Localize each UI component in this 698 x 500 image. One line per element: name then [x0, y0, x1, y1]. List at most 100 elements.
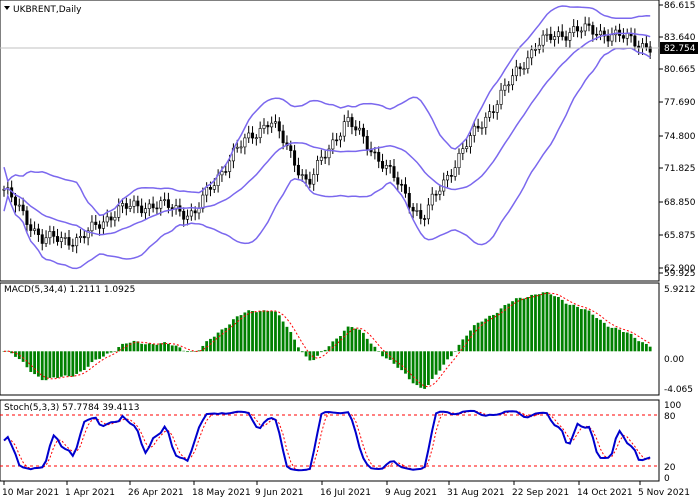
candle-body [426, 204, 430, 220]
candle-body [633, 35, 637, 47]
candle-body [381, 161, 385, 169]
macd-bar [6, 350, 10, 352]
candle-body [212, 185, 216, 190]
candle-body [101, 221, 105, 229]
macd-bar [606, 326, 610, 352]
candle-body [277, 121, 281, 132]
macd-bar [446, 351, 449, 360]
macd-bar [147, 343, 151, 352]
macd-bar [243, 312, 247, 352]
candle-body [449, 175, 453, 177]
macd-bar [90, 351, 94, 363]
macd-bar [319, 351, 323, 353]
macd-bar [499, 308, 503, 352]
macd-bar [507, 303, 511, 352]
candle-body [143, 208, 147, 214]
macd-bar [144, 344, 147, 352]
candle-body [36, 228, 40, 236]
macd-bar [472, 325, 476, 352]
price-tick-label: 59.925 [664, 269, 696, 279]
macd-bar [182, 350, 186, 352]
macd-bar [549, 294, 553, 352]
macd-bar [44, 351, 48, 381]
macd-bar [300, 351, 304, 353]
candle-body [583, 23, 587, 32]
candle-body [572, 26, 576, 33]
candle-body [537, 44, 541, 50]
candle-body [220, 171, 224, 176]
time-tick-label: 1 Apr 2021 [65, 488, 115, 498]
candle-body [182, 210, 186, 220]
macd-bar [568, 304, 572, 352]
candle-body [262, 124, 266, 129]
time-tick-label: 22 Sep 2021 [512, 488, 569, 498]
candle-body [159, 200, 163, 209]
price-tick-label: 86.615 [664, 1, 696, 11]
macd-bar [449, 351, 453, 357]
candle-body [201, 194, 205, 209]
macd-bar [140, 343, 144, 352]
candle-body [117, 205, 121, 218]
macd-bar [102, 351, 105, 357]
candle-body [644, 43, 648, 48]
macd-bar [289, 331, 293, 352]
candle-body [338, 135, 342, 141]
candle-body [25, 210, 29, 225]
candle-body [228, 160, 232, 172]
macd-bar [476, 322, 480, 352]
macd-bar [82, 351, 86, 371]
macd-bar [610, 327, 614, 352]
macd-bar [216, 332, 220, 352]
candle-body [316, 160, 320, 175]
candle-body [388, 165, 392, 167]
macd-bar [297, 347, 300, 352]
price-axis: 86.615 83.640 80.665 77.690 74.800 71.825 68.8… [659, 1, 696, 279]
time-tick-label: 9 Aug 2021 [385, 488, 437, 498]
candle-body [296, 164, 300, 176]
macd-bar [342, 330, 346, 352]
macd-bar [583, 309, 587, 352]
macd-bar [251, 311, 254, 352]
candle-body [239, 146, 243, 149]
candle-body [243, 137, 247, 148]
candle-body [71, 244, 75, 247]
candle-body [189, 210, 193, 217]
macd-bar [197, 350, 201, 352]
current-price-tag: 82.754 [660, 42, 698, 54]
candle-body [13, 196, 17, 206]
macd-bar [205, 341, 209, 352]
dropdown-triangle-icon[interactable] [4, 6, 10, 10]
candle-body [136, 200, 140, 207]
candle-body [430, 193, 434, 206]
candle-body [323, 156, 327, 159]
macd-bar [37, 351, 40, 377]
candle-body [392, 166, 396, 178]
macd-bar [201, 345, 205, 352]
macd-bar [365, 338, 369, 352]
candle-body [480, 127, 484, 129]
price-panel-frame [0, 0, 660, 282]
macd-bar [488, 315, 491, 352]
macd-axis: 5.9212 0.00 -4.065 [664, 285, 696, 395]
macd-bar [274, 311, 277, 352]
candle-body [503, 84, 507, 91]
macd-bar [258, 311, 262, 352]
candle-body [94, 221, 98, 225]
macd-bar [614, 327, 618, 352]
candle-body [384, 165, 388, 169]
macd-bar [415, 351, 419, 386]
macd-bar [644, 343, 648, 352]
candle-body [166, 199, 170, 208]
macd-bar [438, 351, 442, 371]
macd-bar [136, 341, 140, 352]
candle-body [266, 124, 270, 128]
macd-bar [602, 322, 606, 352]
macd-bar [48, 351, 52, 378]
price-tick-label: 68.850 [664, 198, 696, 208]
candle-body [522, 68, 526, 70]
price-panel: UKBRENT,Daily 86.615 83.640 80.665 77.690 74… [0, 0, 698, 282]
candle-body [457, 153, 461, 169]
stoch-main-line [3, 409, 651, 472]
candle-body [423, 218, 427, 220]
